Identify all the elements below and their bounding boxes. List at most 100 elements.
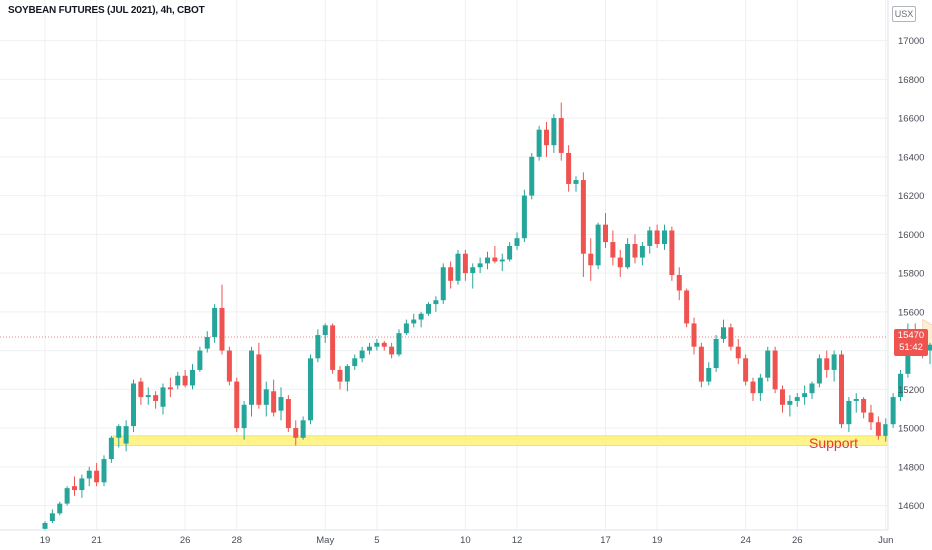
candle bbox=[160, 383, 166, 415]
candle-body bbox=[293, 428, 299, 438]
candle bbox=[492, 245, 498, 264]
candle-body bbox=[396, 333, 402, 355]
price-tick-label: 15800 bbox=[898, 269, 924, 280]
candle bbox=[499, 253, 505, 272]
candle-body bbox=[721, 327, 726, 339]
candle bbox=[721, 319, 726, 343]
candle bbox=[816, 354, 822, 388]
candle bbox=[153, 391, 159, 409]
candle bbox=[831, 350, 837, 382]
candle-body bbox=[595, 224, 601, 266]
candle-body bbox=[359, 350, 365, 359]
candle-body bbox=[662, 230, 667, 244]
candle bbox=[529, 152, 535, 200]
candle bbox=[426, 302, 431, 316]
candle-body bbox=[868, 412, 874, 423]
candle-body bbox=[706, 368, 712, 382]
candle bbox=[285, 395, 291, 432]
candle bbox=[588, 238, 594, 281]
candle bbox=[566, 145, 572, 192]
candle-body bbox=[588, 253, 594, 266]
candle-body bbox=[610, 242, 616, 258]
candle bbox=[794, 393, 800, 407]
candle-body bbox=[167, 387, 173, 390]
time-tick-label: 26 bbox=[792, 535, 803, 546]
candle bbox=[197, 346, 203, 372]
candle bbox=[809, 381, 815, 399]
candle-body bbox=[831, 354, 837, 370]
candle-body bbox=[42, 523, 48, 529]
candle bbox=[234, 377, 240, 432]
candle bbox=[167, 377, 173, 398]
candle-body bbox=[669, 230, 675, 275]
time-tick-label: 17 bbox=[600, 535, 611, 546]
currency-badge[interactable]: USX bbox=[892, 6, 916, 22]
candle-body bbox=[765, 350, 771, 378]
candle bbox=[278, 387, 284, 421]
price-tick-label: 16600 bbox=[898, 114, 924, 125]
candle-body bbox=[647, 230, 653, 246]
candle-body bbox=[603, 224, 608, 243]
candle bbox=[418, 311, 424, 328]
candle-body bbox=[750, 381, 756, 394]
candle-body bbox=[72, 486, 77, 491]
candle bbox=[662, 224, 667, 250]
candle-body bbox=[521, 195, 527, 239]
candle bbox=[64, 486, 70, 506]
candle bbox=[787, 395, 793, 417]
candle-body bbox=[256, 354, 262, 405]
candle-body bbox=[816, 358, 822, 384]
candle bbox=[684, 288, 690, 328]
candle bbox=[315, 329, 321, 363]
candle bbox=[728, 323, 734, 351]
candle-body bbox=[462, 253, 468, 274]
candle-body bbox=[772, 350, 778, 390]
candle-body bbox=[278, 397, 284, 411]
candle bbox=[293, 420, 299, 446]
candle-body bbox=[86, 470, 92, 479]
time-axis: 19 21 26 28 May 5 10 12 17 19 24 26 Jun bbox=[40, 535, 894, 546]
candle bbox=[802, 385, 808, 405]
candle bbox=[49, 509, 55, 523]
candle bbox=[308, 354, 313, 425]
candle-body bbox=[300, 420, 306, 438]
candle-body bbox=[654, 230, 660, 244]
candle-body bbox=[780, 389, 785, 405]
candle-body bbox=[219, 307, 225, 351]
candle-body bbox=[411, 319, 417, 324]
candle bbox=[743, 354, 749, 386]
candle bbox=[750, 377, 756, 401]
candle-body bbox=[197, 350, 203, 370]
candle bbox=[772, 346, 778, 394]
candle bbox=[757, 373, 763, 401]
price-tick-label: 15000 bbox=[898, 424, 924, 435]
candle-body bbox=[890, 397, 896, 425]
candle-body bbox=[485, 257, 490, 264]
candle bbox=[190, 364, 195, 390]
candle bbox=[765, 346, 771, 382]
candle bbox=[42, 521, 48, 531]
candle-body bbox=[632, 244, 638, 258]
candle-body bbox=[743, 358, 749, 382]
candle-body bbox=[809, 383, 815, 394]
candle-body bbox=[330, 325, 336, 370]
time-tick-label: 24 bbox=[740, 535, 751, 546]
candle bbox=[389, 342, 395, 359]
candle bbox=[632, 234, 638, 264]
candle bbox=[263, 381, 269, 417]
time-tick-label: 28 bbox=[231, 535, 242, 546]
candle bbox=[536, 125, 542, 161]
candle bbox=[580, 172, 586, 277]
candle bbox=[322, 323, 328, 343]
price-tick-label: 17000 bbox=[898, 36, 924, 47]
candle-body bbox=[853, 399, 859, 401]
candle-body bbox=[684, 290, 690, 324]
candle-body bbox=[271, 391, 277, 413]
candle bbox=[86, 466, 92, 487]
candle-body bbox=[794, 397, 800, 401]
candle-body bbox=[448, 267, 454, 281]
candle bbox=[79, 474, 85, 498]
price-tick-label: 16200 bbox=[898, 191, 924, 202]
candle bbox=[411, 313, 417, 328]
candle-body bbox=[433, 300, 439, 305]
